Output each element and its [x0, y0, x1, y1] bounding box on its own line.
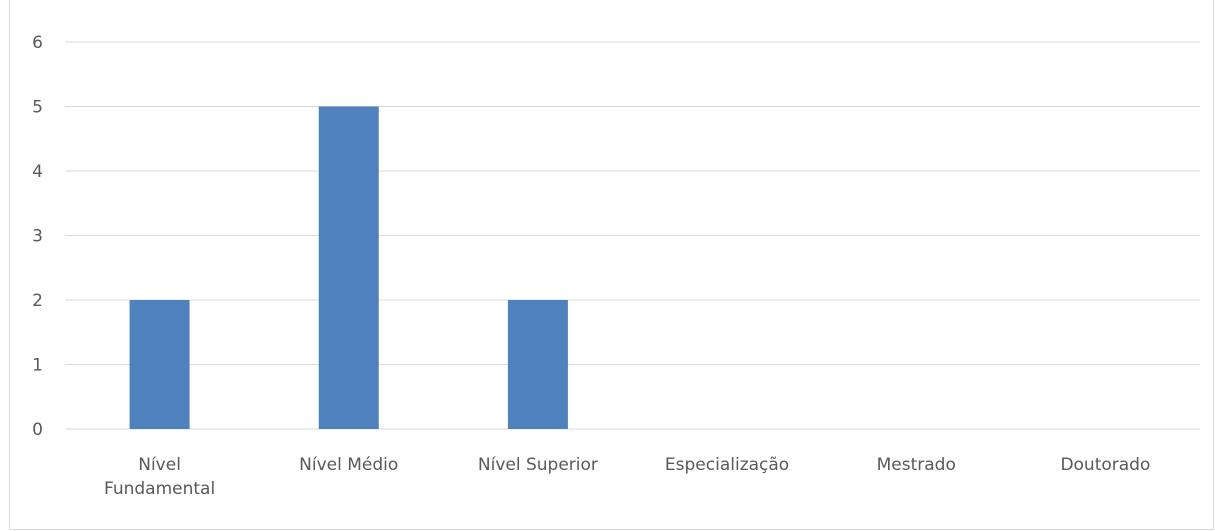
- bar: [129, 300, 190, 429]
- x-tick-label: Doutorado: [1060, 455, 1150, 475]
- y-axis: 0 1 2 3 4 5 6: [32, 33, 43, 440]
- y-tick-label: 0: [32, 420, 43, 440]
- bars: [129, 106, 568, 429]
- y-tick-label: 6: [32, 33, 43, 53]
- y-tick-label: 5: [32, 98, 43, 118]
- x-tick-label: Nível Fundamental: [104, 455, 215, 499]
- y-tick-label: 4: [32, 162, 43, 182]
- x-axis: Nível Fundamental Nível Médio Nível Superio…: [104, 455, 1150, 499]
- x-tick-label-line: Especialização: [665, 455, 789, 475]
- x-tick-label: Especialização: [665, 455, 789, 475]
- x-tick-label: Mestrado: [877, 455, 956, 475]
- x-tick-label-line: Nível Médio: [299, 455, 398, 475]
- y-tick-label: 3: [32, 227, 43, 247]
- x-tick-label-line: Fundamental: [104, 479, 215, 499]
- chart-frame: [9, 0, 1214, 530]
- grid-lines: [65, 41, 1200, 430]
- x-tick-label-line: Doutorado: [1060, 455, 1150, 475]
- x-tick-label-line: Nível Superior: [478, 455, 598, 475]
- bar: [318, 106, 379, 429]
- y-tick-label: 2: [32, 291, 43, 311]
- x-tick-label-line: Nível: [138, 455, 181, 475]
- y-tick-label: 1: [32, 356, 43, 376]
- bar: [507, 300, 568, 429]
- x-tick-label: Nível Superior: [478, 455, 598, 475]
- x-tick-label-line: Mestrado: [877, 455, 956, 475]
- x-tick-label: Nível Médio: [299, 455, 398, 475]
